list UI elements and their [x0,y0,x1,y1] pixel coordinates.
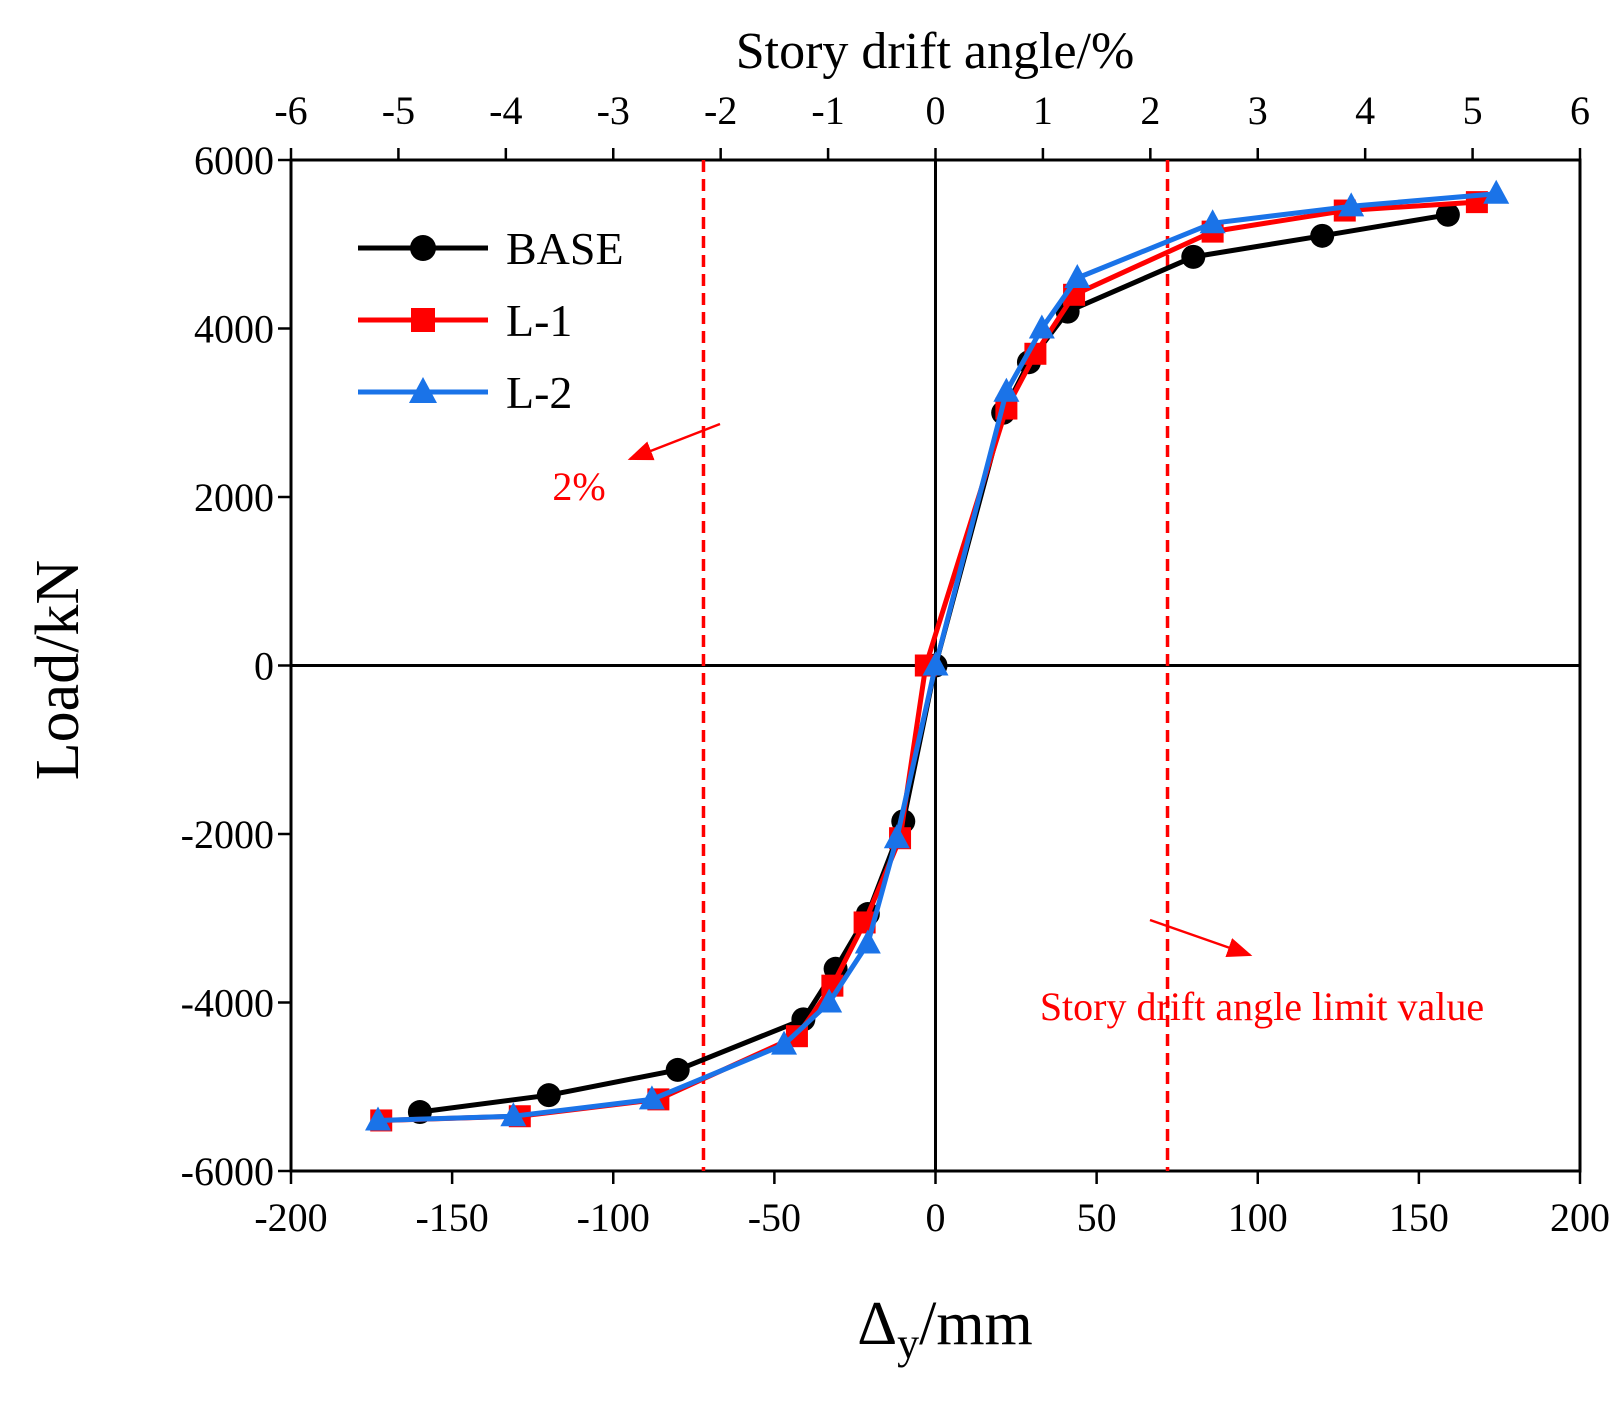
x-tick-label: -100 [577,1195,650,1240]
data-point-base [665,1057,690,1082]
top-tick-label: -2 [704,88,737,133]
x-axis-title-symbol: Δ [857,1290,897,1358]
top-tick-label: 5 [1463,88,1483,133]
data-point-l2 [1199,209,1226,234]
data-point-l2 [1064,263,1091,288]
chart-title: Story drift angle/% [736,23,1135,80]
legend-marker-l2 [409,377,437,403]
data-point-base [1310,223,1335,248]
top-tick-label: 2 [1140,88,1160,133]
legend-label-l2: L-2 [506,367,572,418]
annotation-limit-value: Story drift angle limit value [1040,918,1484,1029]
top-tick-label: -1 [811,88,844,133]
legend-label-base: BASE [506,223,624,274]
series-l2 [365,179,1510,1131]
top-tick-label: 1 [1033,88,1053,133]
data-point-base [536,1083,561,1108]
y-tick-label: 4000 [194,307,274,352]
y-tick-label: -6000 [181,1149,274,1194]
x-tick-label: 100 [1228,1195,1288,1240]
data-point-l2 [365,1106,392,1131]
top-tick-label: 0 [926,88,946,133]
annotation-2-percent-arrow [627,422,721,461]
legend-entry-l2: L-2 [358,367,572,418]
legend-marker-base [410,235,436,261]
data-point-l2 [638,1085,665,1110]
y-tick-label: 0 [254,644,274,689]
top-tick-label: -3 [597,88,630,133]
data-point-l2 [500,1102,527,1127]
top-tick-label: 3 [1248,88,1268,133]
data-point-l2 [1338,192,1365,217]
legend-entry-base: BASE [358,223,624,274]
annotation-limit-label: Story drift angle limit value [1040,984,1484,1029]
x-tick-label: 200 [1550,1195,1610,1240]
legend-label-l1: L-1 [506,295,572,346]
legend: BASE L-1 L-2 [358,223,624,418]
data-point-base [1435,202,1460,227]
y-tick-label: 2000 [194,475,274,520]
series-line-l2 [377,191,1497,1123]
data-point-l2 [1028,314,1055,339]
x-axis-title: Δy/mm [857,1290,1033,1368]
x-axis-title-subscript: y [897,1319,919,1368]
data-point-l2 [1483,179,1510,204]
x-axis-title-unit: /mm [919,1290,1033,1358]
y-axis-title: Load/kN [24,560,92,780]
top-tick-label: -5 [382,88,415,133]
top-tick-label: -4 [489,88,522,133]
y-tick-label: 6000 [194,138,274,183]
legend-marker-l1 [411,308,435,332]
data-point-l2 [771,1030,798,1055]
x-tick-label: -200 [254,1195,327,1240]
y-tick-label: -2000 [181,812,274,857]
annotation-2-percent-label: 2% [552,464,605,509]
top-tick-label: 4 [1355,88,1375,133]
top-tick-label: -6 [274,88,307,133]
x-tick-label: -150 [415,1195,488,1240]
legend-entry-l1: L-1 [358,295,572,346]
data-point-l2 [993,377,1020,402]
x-tick-label: 50 [1077,1195,1117,1240]
data-point-base [1181,244,1206,269]
x-tick-label: 150 [1389,1195,1449,1240]
data-point-l2 [854,929,881,954]
data-point-l2 [922,651,949,676]
y-tick-label: -4000 [181,981,274,1026]
data-point-l2 [816,988,843,1013]
x-tick-label: 0 [926,1195,946,1240]
top-tick-label: 6 [1570,88,1590,133]
x-tick-label: -50 [748,1195,801,1240]
annotation-limit-arrow [1149,918,1253,958]
data-point-l2 [883,824,910,849]
annotation-2-percent: 2% [552,422,721,509]
